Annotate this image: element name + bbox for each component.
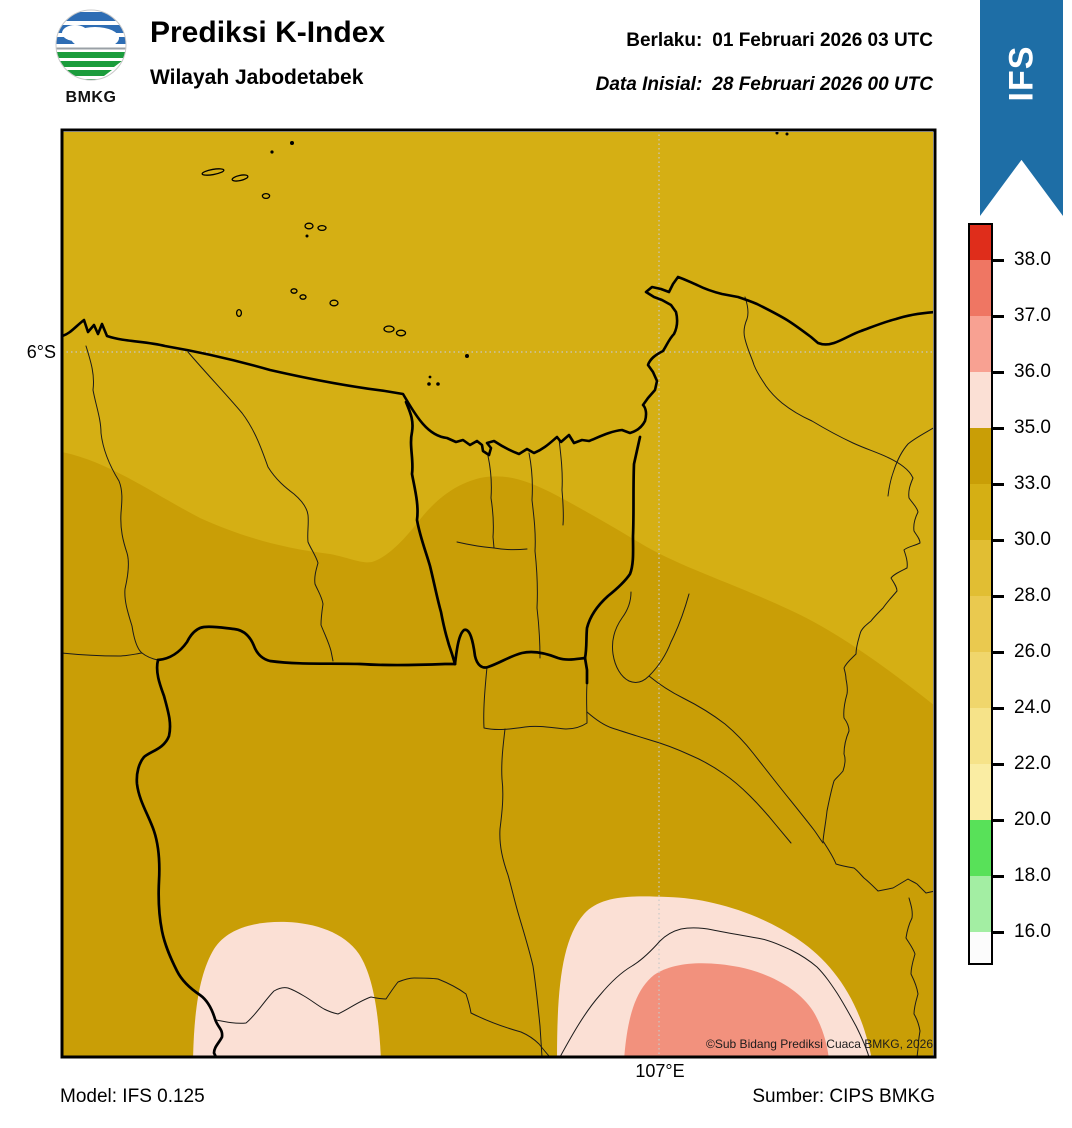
bmkg-logo-icon [55, 9, 127, 81]
colorbar-segment [970, 372, 991, 428]
colorbar-tick-mark [993, 930, 1004, 934]
colorbar-tick-mark [993, 258, 1004, 262]
longitude-tick-label: 107°E [635, 1061, 685, 1081]
colorbar-segment [970, 876, 991, 932]
colorbar-tick-label: 38.0 [1014, 249, 1051, 270]
page-title: Prediksi K-Index [150, 16, 386, 49]
kindex-region-36-37-east [624, 963, 829, 1056]
colorbar-tick-mark [993, 538, 1004, 542]
valid-time-value: 01 Februari 2026 03 UTC [712, 30, 933, 51]
colorbar-tick-mark [993, 314, 1004, 318]
valid-time-label: Berlaku: [626, 30, 703, 51]
page-subtitle: Wilayah Jabodetabek [150, 66, 364, 89]
init-time-label: Data Inisial: [595, 74, 703, 95]
colorbar-segment [970, 596, 991, 652]
colorbar-tick-mark [993, 482, 1004, 486]
model-ribbon-text-box: IFS [980, 0, 1063, 146]
colorbar-tick-mark [993, 874, 1004, 878]
colorbar-segment [970, 428, 991, 484]
colorbar-tick-label: 36.0 [1014, 361, 1051, 382]
latitude-tick-label: 6°S [26, 342, 56, 362]
init-time-row: Data Inisial: 28 Februari 2026 00 UTC [500, 74, 933, 96]
islet-dots [270, 132, 789, 386]
colorbar-segment [970, 708, 991, 764]
colorbar-segment [970, 225, 991, 260]
colorbar-tick-label: 28.0 [1014, 585, 1051, 606]
colorbar-tick-label: 20.0 [1014, 809, 1051, 830]
colorbar-segment [970, 260, 991, 316]
colorbar-tick-label: 30.0 [1014, 529, 1051, 550]
colorbar-tick-mark [993, 762, 1004, 766]
colorbar-tick-label: 22.0 [1014, 753, 1051, 774]
coastline [63, 275, 933, 457]
colorbar-tick-mark [993, 370, 1004, 374]
gridlines [63, 132, 933, 1056]
init-time-value: 28 Februari 2026 00 UTC [712, 74, 933, 95]
district-boundaries [63, 296, 933, 1056]
map-copyright: ©Sub Bidang Prediksi Cuaca BMKG, 2026 [706, 1037, 933, 1051]
footer-source-label: Sumber: CIPS BMKG [752, 1086, 935, 1107]
colorbar-segment [970, 764, 991, 820]
colorbar-tick-label: 26.0 [1014, 641, 1051, 662]
colorbar-tick-label: 33.0 [1014, 473, 1051, 494]
colorbar-segment [970, 540, 991, 596]
colorbar-tick-label: 37.0 [1014, 305, 1051, 326]
province-boundaries [135, 400, 642, 1056]
model-ribbon-label: IFS [1002, 45, 1040, 101]
map-frame [60, 128, 937, 1059]
bmkg-logo: BMKG [52, 8, 130, 107]
bmkg-logo-label: BMKG [65, 89, 117, 106]
colorbar-tick-mark [993, 818, 1004, 822]
colorbar-segment [970, 652, 991, 708]
footer-model-label: Model: IFS 0.125 [60, 1086, 205, 1107]
colorbar-tick-mark [993, 706, 1004, 710]
colorbar-tick-mark [993, 426, 1004, 430]
colorbar-tick-label: 24.0 [1014, 697, 1051, 718]
colorbar-segment [970, 316, 991, 372]
kindex-region-35-36-west [193, 921, 381, 1056]
valid-time-row: Berlaku: 01 Februari 2026 03 UTC [500, 30, 933, 52]
colorbar-tick-mark [993, 594, 1004, 598]
colorbar-tick-mark [993, 650, 1004, 654]
colorbar-segment [970, 820, 991, 876]
colorbar-tick-label: 16.0 [1014, 921, 1051, 942]
kindex-colorbar: 38.0 37.0 36.0 35.0 33.0 30.0 28.0 26.0 24.0 22.0… [968, 223, 1072, 973]
colorbar-tick-label: 35.0 [1014, 417, 1051, 438]
colorbar-segment [970, 484, 991, 540]
colorbar-tick-label: 18.0 [1014, 865, 1051, 886]
colorbar-segments [968, 223, 993, 965]
islands [201, 168, 407, 337]
colorbar-segment [970, 932, 991, 963]
